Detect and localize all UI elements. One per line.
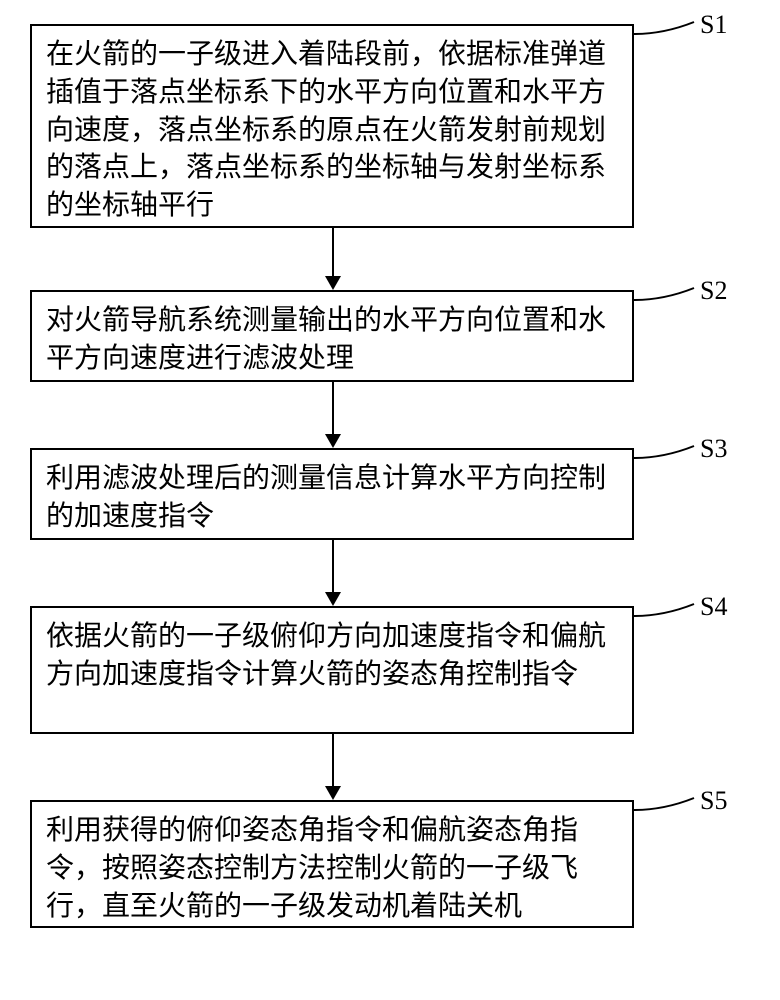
arrow-s4-s5-line xyxy=(332,734,334,786)
step-s3-text: 利用滤波处理后的测量信息计算水平方向控制的加速度指令 xyxy=(46,460,618,536)
step-s2-label: S2 xyxy=(700,276,727,306)
step-s5-connector xyxy=(634,794,700,816)
arrow-s3-s4-head xyxy=(325,592,341,606)
step-s4-text: 依据火箭的一子级俯仰方向加速度指令和偏航方向加速度指令计算火箭的姿态角控制指令 xyxy=(46,618,618,694)
step-s5-box: 利用获得的俯仰姿态角指令和偏航姿态角指令，按照姿态控制方法控制火箭的一子级飞行，… xyxy=(30,800,634,928)
arrow-s3-s4-line xyxy=(332,540,334,592)
step-s5-label: S5 xyxy=(700,786,727,816)
arrow-s2-s3-head xyxy=(325,434,341,448)
flowchart-canvas: 在火箭的一子级进入着陆段前，依据标准弹道插值于落点坐标系下的水平方向位置和水平方… xyxy=(0,0,780,1000)
step-s4-connector xyxy=(634,600,700,622)
step-s3-box: 利用滤波处理后的测量信息计算水平方向控制的加速度指令 xyxy=(30,448,634,540)
step-s2-box: 对火箭导航系统测量输出的水平方向位置和水平方向速度进行滤波处理 xyxy=(30,290,634,382)
step-s5-text: 利用获得的俯仰姿态角指令和偏航姿态角指令，按照姿态控制方法控制火箭的一子级飞行，… xyxy=(46,812,618,925)
arrow-s1-s2-head xyxy=(325,276,341,290)
step-s2-connector xyxy=(634,284,700,306)
step-s4-label: S4 xyxy=(700,592,727,622)
arrow-s2-s3-line xyxy=(332,382,334,434)
step-s4-box: 依据火箭的一子级俯仰方向加速度指令和偏航方向加速度指令计算火箭的姿态角控制指令 xyxy=(30,606,634,734)
arrow-s1-s2-line xyxy=(332,228,334,276)
step-s1-box: 在火箭的一子级进入着陆段前，依据标准弹道插值于落点坐标系下的水平方向位置和水平方… xyxy=(30,24,634,228)
step-s3-connector xyxy=(634,442,700,464)
step-s2-text: 对火箭导航系统测量输出的水平方向位置和水平方向速度进行滤波处理 xyxy=(46,302,618,378)
step-s1-connector xyxy=(634,18,700,40)
step-s1-label: S1 xyxy=(700,10,727,40)
step-s3-label: S3 xyxy=(700,434,727,464)
step-s1-text: 在火箭的一子级进入着陆段前，依据标准弹道插值于落点坐标系下的水平方向位置和水平方… xyxy=(46,36,618,225)
arrow-s4-s5-head xyxy=(325,786,341,800)
